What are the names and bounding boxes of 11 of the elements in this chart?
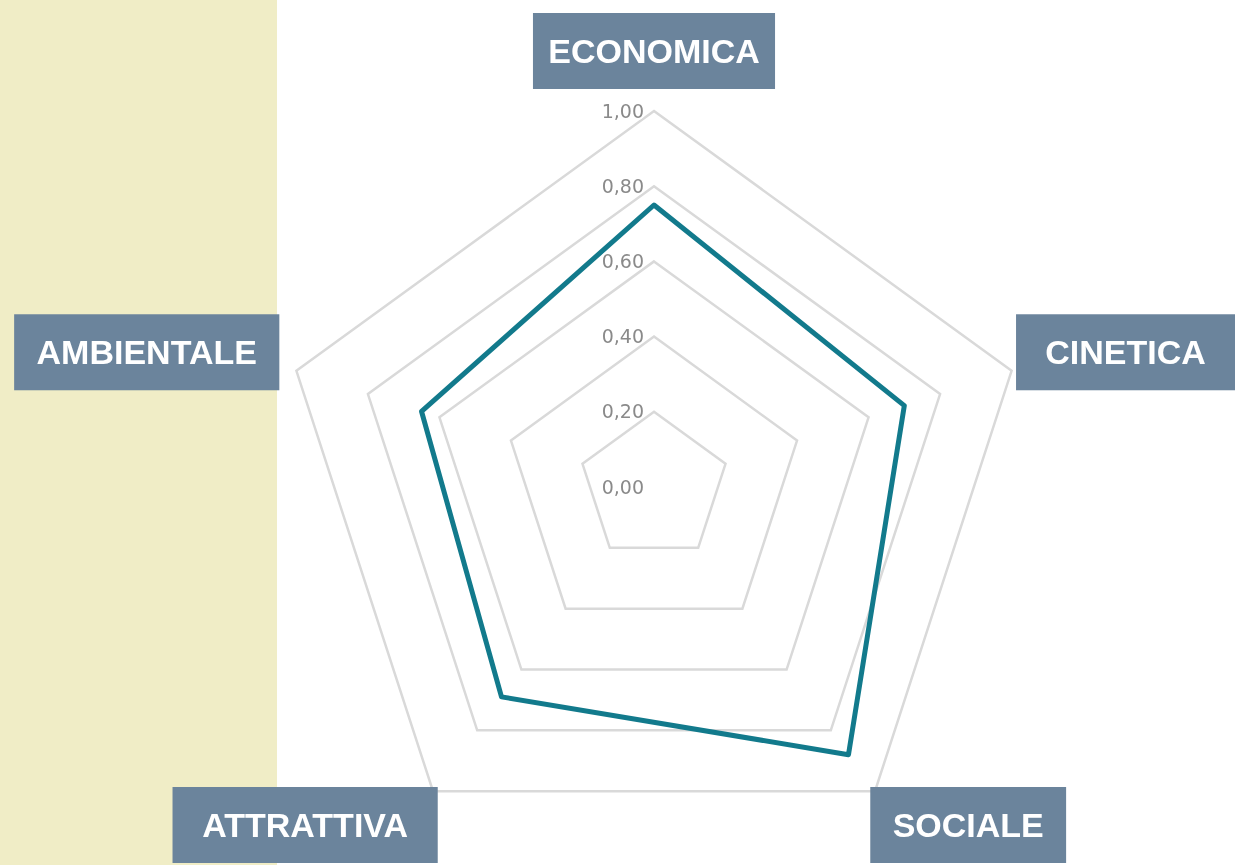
spoke-label: SOCIALE [892,805,1044,844]
y-tick-label: 0,20 [601,400,644,423]
spoke-label: AMBIENTALE [36,333,257,372]
spoke-label: ATTRATTIVA [202,805,409,844]
spoke-label: CINETICA [1045,333,1206,372]
y-tick-label: 0,40 [601,325,644,348]
y-tick-label: 0,60 [601,250,644,273]
spoke-label: ECONOMICA [548,31,760,70]
y-tick-label: 0,00 [601,475,644,498]
y-tick-label: 1,00 [601,99,644,122]
y-tick-label: 0,80 [601,174,644,197]
